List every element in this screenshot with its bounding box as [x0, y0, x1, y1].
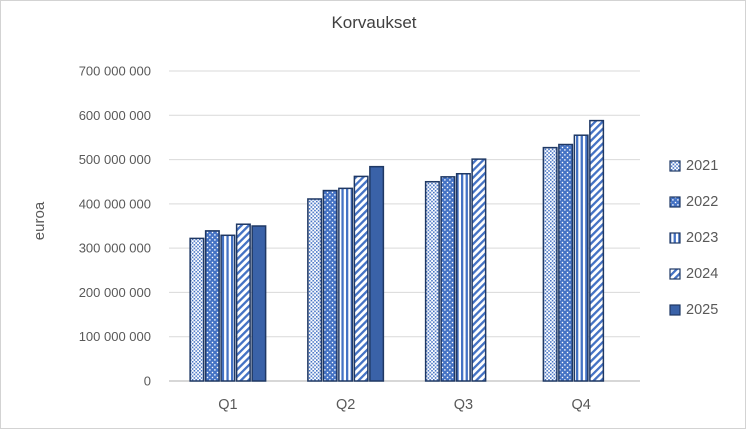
legend-item-2023: 2023	[669, 228, 718, 248]
legend-item-2022: 2022	[669, 192, 718, 212]
bar-2021-Q1	[189, 237, 205, 382]
y-tick-label: 0	[144, 374, 151, 389]
bar-2021-Q4	[542, 146, 558, 382]
legend-item-2024: 2024	[669, 264, 718, 284]
bar-2023-Q3	[455, 172, 471, 382]
legend-item-2021: 2021	[669, 156, 718, 176]
bar-2025-Q2	[369, 165, 385, 382]
y-tick-label: 100 000 000	[79, 329, 151, 344]
legend-item-2025: 2025	[669, 300, 718, 320]
legend-label: 2021	[686, 158, 719, 174]
legend-swatch-white-dots-on-blue	[669, 196, 681, 208]
legend-label: 2025	[686, 302, 719, 318]
bar-2021-Q3	[424, 180, 440, 382]
bar-2021-Q2	[307, 198, 323, 382]
bar-2024-Q4	[589, 119, 605, 382]
y-tick-label: 500 000 000	[79, 152, 151, 167]
chart-legend: 2021 2022 2023 2024 2025	[669, 156, 718, 336]
y-tick-label: 700 000 000	[79, 64, 151, 79]
legend-swatch-dots-on-white	[669, 160, 681, 172]
bar-2022-Q3	[440, 176, 456, 382]
bar-2022-Q2	[322, 189, 338, 382]
bar-2024-Q1	[235, 223, 251, 382]
chart-title: Korvaukset	[331, 13, 417, 32]
legend-swatch-diagonal-stripes	[669, 268, 681, 280]
bar-2023-Q2	[338, 187, 354, 382]
y-tick-label: 600 000 000	[79, 108, 151, 123]
y-tick-label: 300 000 000	[79, 241, 151, 256]
bar-2024-Q2	[353, 175, 369, 382]
y-tick-label: 200 000 000	[79, 285, 151, 300]
x-tick-label: Q4	[571, 397, 590, 413]
x-tick-label: Q3	[454, 397, 473, 413]
bar-2024-Q3	[471, 158, 487, 382]
bar-2023-Q1	[220, 234, 236, 382]
bar-2022-Q4	[558, 143, 574, 382]
y-tick-label: 400 000 000	[79, 196, 151, 211]
legend-label: 2022	[686, 194, 719, 210]
bar-2023-Q4	[573, 134, 589, 382]
legend-label: 2023	[686, 230, 719, 246]
bar-2022-Q1	[204, 230, 220, 382]
legend-label: 2024	[686, 266, 719, 282]
x-tick-label: Q1	[218, 397, 237, 413]
legend-swatch-solid	[669, 304, 681, 316]
legend-swatch-vertical-stripes	[669, 232, 681, 244]
bar-2025-Q1	[251, 225, 267, 382]
x-tick-label: Q2	[336, 397, 355, 413]
